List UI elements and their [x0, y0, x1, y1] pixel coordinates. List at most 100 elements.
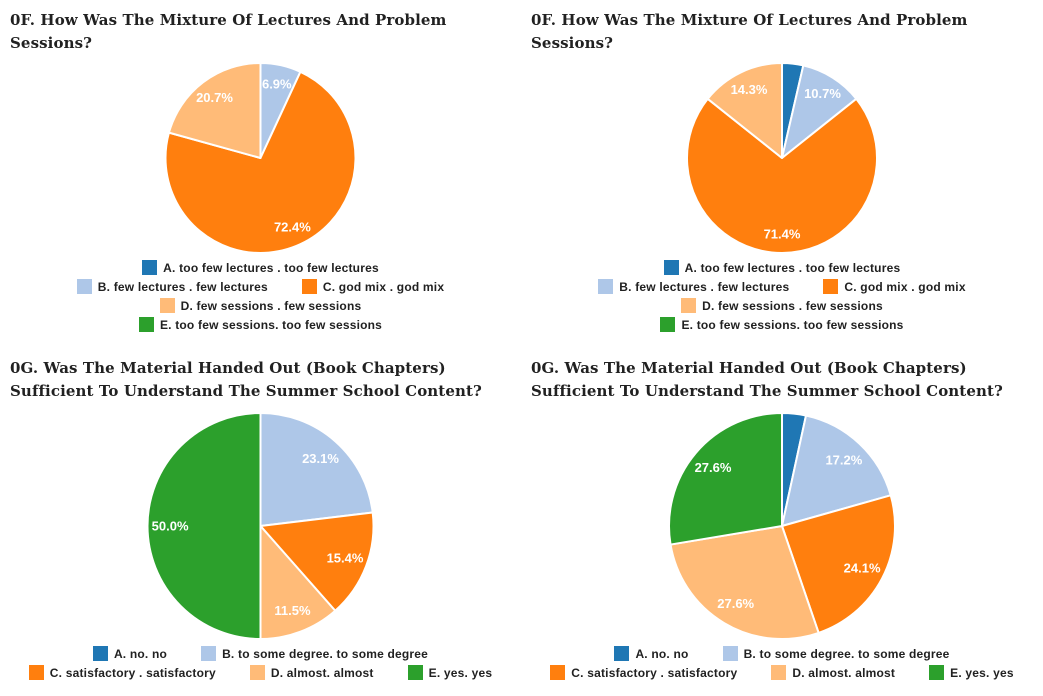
legend-swatch-icon [159, 298, 175, 313]
legend-row: C. satisfactory . satisfactory D. almost.… [550, 665, 1014, 680]
legend-label: E. too few sessions. too few sessions [159, 317, 383, 332]
chart-card-0g-left: 0G. Was The Material Handed Out (Book Ch… [0, 348, 521, 696]
legend-label: B. to some degree. to some degree [222, 646, 429, 661]
legend-row: D. few sessions . few sessions [681, 298, 883, 313]
legend-item[interactable]: E. too few sessions. too few sessions [138, 317, 383, 332]
slice-percent-label: 50.0% [152, 519, 189, 534]
legend-item[interactable]: D. almost. almost [249, 665, 374, 680]
legend-item[interactable]: C. god mix . god mix [301, 279, 445, 294]
legend-label: D. almost. almost [792, 665, 896, 680]
legend-swatch-icon [28, 665, 44, 680]
legend-row: A. no. no B. to some degree. to some degr… [614, 646, 949, 661]
pie-slice[interactable] [706, 62, 783, 159]
legend-item[interactable]: B. to some degree. to some degree [201, 646, 428, 661]
legend-label: C. satisfactory . satisfactory [49, 665, 216, 680]
legend-label: D. almost. almost [270, 665, 374, 680]
legend-label: E. yes. yes [428, 665, 493, 680]
slice-percent-label: 27.6% [717, 596, 754, 611]
slice-percent-label: 17.2% [825, 453, 862, 468]
legend-label: B. few lectures . few lectures [97, 279, 268, 294]
legend-label: B. to some degree. to some degree [743, 646, 950, 661]
pie-chart: 10.7% 71.4% 14.3% [686, 62, 878, 254]
pie-slice[interactable] [668, 412, 783, 546]
legend-label: C. god mix . god mix [844, 279, 966, 294]
legend-swatch-icon [301, 279, 317, 294]
legend-item[interactable]: B. few lectures . few lectures [598, 279, 789, 294]
pie-slice[interactable] [164, 70, 357, 254]
legend-swatch-icon [249, 665, 265, 680]
legend-label: E. yes. yes [950, 665, 1014, 680]
legend-item[interactable]: A. too few lectures . too few lectures [663, 260, 901, 275]
slice-percent-label: 11.5% [274, 603, 311, 618]
legend-item[interactable]: A. too few lectures . too few lectures [142, 260, 379, 275]
legend-label: E. too few sessions. too few sessions [681, 317, 904, 332]
legend-label: C. god mix . god mix [322, 279, 445, 294]
legend-item[interactable]: E. yes. yes [929, 665, 1014, 680]
legend-row: B. few lectures . few lectures C. god mix… [598, 279, 966, 294]
pie-slice[interactable] [259, 412, 374, 527]
legend-swatch-icon [550, 665, 566, 680]
legend-item[interactable]: D. few sessions . few sessions [681, 298, 883, 313]
legend-label: A. too few lectures . too few lectures [163, 260, 379, 275]
pie-slice[interactable] [669, 525, 820, 640]
pie-chart: 6.9% 72.4% 20.7% [164, 62, 357, 254]
legend-swatch-icon [660, 317, 676, 332]
chart-title: 0G. Was The Material Handed Out (Book Ch… [531, 359, 1003, 400]
chart-legend: A. too few lectures . too few lectures B.… [521, 258, 1043, 334]
legend-label: A. too few lectures . too few lectures [684, 260, 901, 275]
pie-slice[interactable] [686, 97, 878, 254]
pie-slice[interactable] [259, 511, 375, 612]
chart-card-0f-right: 0F. How Was The Mixture Of Lectures And … [521, 0, 1043, 348]
legend-item[interactable]: B. few lectures . few lectures [76, 279, 268, 294]
legend-swatch-icon [92, 646, 108, 661]
legend-label: D. few sessions . few sessions [702, 298, 883, 313]
legend-swatch-icon [407, 665, 423, 680]
slice-percent-label: 10.7% [804, 86, 841, 101]
pie-slice[interactable] [259, 525, 337, 640]
slice-percent-label: 71.4% [764, 227, 801, 242]
legend-swatch-icon [929, 665, 945, 680]
legend-row: E. too few sessions. too few sessions [660, 317, 903, 332]
slice-percent-label: 15.4% [327, 551, 364, 566]
legend-swatch-icon [771, 665, 787, 680]
legend-item[interactable]: E. yes. yes [407, 665, 493, 680]
slice-percent-label: 27.6% [695, 460, 732, 475]
legend-label: A. no. no [635, 646, 689, 661]
legend-label: B. few lectures . few lectures [619, 279, 790, 294]
legend-label: D. few sessions . few sessions [180, 298, 362, 313]
slice-percent-label: 6.9% [262, 76, 292, 91]
legend-item[interactable]: D. few sessions . few sessions [159, 298, 362, 313]
chart-title: 0F. How Was The Mixture Of Lectures And … [10, 11, 447, 52]
legend-item[interactable]: A. no. no [92, 646, 168, 661]
chart-card-0g-right: 0G. Was The Material Handed Out (Book Ch… [521, 348, 1043, 696]
legend-item[interactable]: A. no. no [614, 646, 688, 661]
pie-chart: 17.2% 24.1% 27.6% 27.6% [668, 411, 896, 640]
pie-slice[interactable] [167, 62, 262, 159]
chart-title: 0G. Was The Material Handed Out (Book Ch… [10, 359, 482, 400]
legend-item[interactable]: D. almost. almost [771, 665, 895, 680]
legend-item[interactable]: E. too few sessions. too few sessions [660, 317, 903, 332]
legend-item[interactable]: B. to some degree. to some degree [722, 646, 950, 661]
pie-slice[interactable] [146, 412, 262, 640]
chart-legend: A. too few lectures . too few lectures B.… [0, 258, 521, 334]
slice-percent-label: 23.1% [302, 451, 339, 466]
legend-row: C. satisfactory . satisfactory D. almost.… [28, 665, 493, 680]
legend-item[interactable]: C. god mix . god mix [823, 279, 966, 294]
slice-percent-label: 14.3% [731, 82, 768, 97]
pie-slice[interactable] [781, 494, 896, 634]
legend-swatch-icon [614, 646, 630, 661]
legend-swatch-icon [823, 279, 839, 294]
pie-slice[interactable] [781, 414, 892, 527]
legend-swatch-icon [663, 260, 679, 275]
legend-label: C. satisfactory . satisfactory [571, 665, 738, 680]
legend-label: A. no. no [113, 646, 168, 661]
chart-card-0f-left: 0F. How Was The Mixture Of Lectures And … [0, 0, 521, 348]
legend-row: A. too few lectures . too few lectures [142, 260, 379, 275]
slice-percent-label: 72.4% [274, 220, 311, 235]
legend-row: B. few lectures . few lectures C. god mix… [76, 279, 445, 294]
legend-swatch-icon [201, 646, 217, 661]
legend-item[interactable]: C. satisfactory . satisfactory [28, 665, 216, 680]
legend-swatch-icon [138, 317, 154, 332]
slice-percent-label: 24.1% [844, 561, 881, 576]
legend-item[interactable]: C. satisfactory . satisfactory [550, 665, 737, 680]
